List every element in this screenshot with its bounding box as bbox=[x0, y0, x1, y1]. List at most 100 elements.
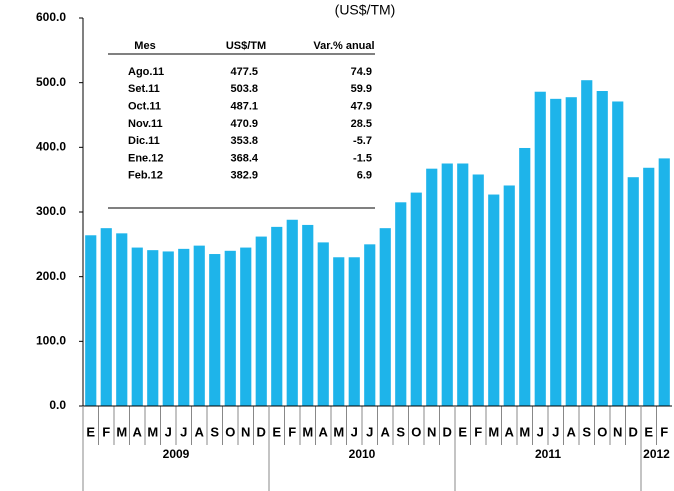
x-tick-label: O bbox=[411, 424, 421, 439]
x-tick-label: M bbox=[333, 424, 344, 439]
table-bg bbox=[108, 38, 376, 210]
x-tick-label: O bbox=[225, 424, 235, 439]
table-cell: 59.9 bbox=[351, 83, 372, 95]
bar bbox=[178, 248, 190, 406]
y-tick-label: 500.0 bbox=[36, 75, 66, 89]
table-cell: -1.5 bbox=[353, 152, 372, 164]
y-tick-label: 100.0 bbox=[36, 334, 66, 348]
y-tick-label: 400.0 bbox=[36, 140, 66, 154]
year-label: 2010 bbox=[349, 447, 376, 461]
bar bbox=[333, 257, 345, 406]
x-tick-label: D bbox=[629, 424, 638, 439]
x-tick-label: A bbox=[319, 424, 329, 439]
bar bbox=[550, 98, 562, 406]
x-tick-label: F bbox=[660, 424, 668, 439]
bar bbox=[658, 158, 670, 406]
bar bbox=[271, 226, 283, 406]
x-tick-label: M bbox=[519, 424, 530, 439]
year-label: 2011 bbox=[535, 447, 561, 461]
bar bbox=[503, 185, 515, 406]
table-header: US$/TM bbox=[226, 40, 266, 52]
table-cell: 6.9 bbox=[357, 170, 372, 182]
bar bbox=[534, 91, 546, 406]
bar bbox=[116, 233, 128, 406]
bar bbox=[395, 202, 407, 406]
table-cell: 503.8 bbox=[230, 83, 258, 95]
y-tick-label: 200.0 bbox=[36, 269, 66, 283]
bar bbox=[565, 97, 577, 406]
bar bbox=[85, 235, 97, 406]
x-tick-label: S bbox=[396, 424, 405, 439]
bar bbox=[627, 177, 639, 406]
x-tick-label: F bbox=[102, 424, 110, 439]
x-tick-label: J bbox=[552, 424, 559, 439]
x-tick-label: N bbox=[613, 424, 622, 439]
table-cell: 74.9 bbox=[351, 66, 372, 78]
bar bbox=[379, 228, 391, 406]
bar bbox=[240, 247, 252, 406]
table-header: Var.% anual bbox=[313, 40, 374, 52]
table-cell: 382.9 bbox=[230, 170, 258, 182]
x-tick-label: D bbox=[257, 424, 266, 439]
x-tick-label: N bbox=[241, 424, 250, 439]
x-tick-label: E bbox=[458, 424, 467, 439]
table-cell: 487.1 bbox=[230, 101, 258, 113]
bar bbox=[488, 194, 500, 406]
bar bbox=[581, 80, 593, 406]
table-cell: Set.11 bbox=[128, 83, 160, 95]
bar bbox=[147, 250, 159, 406]
bar bbox=[317, 242, 329, 406]
table-cell: -5.7 bbox=[353, 135, 372, 147]
table-cell: 368.4 bbox=[230, 152, 258, 164]
x-tick-label: A bbox=[567, 424, 577, 439]
table-cell: Nov.11 bbox=[128, 118, 163, 130]
bar bbox=[426, 168, 438, 406]
x-tick-label: A bbox=[133, 424, 143, 439]
x-tick-label: M bbox=[302, 424, 313, 439]
x-tick-label: N bbox=[427, 424, 436, 439]
bar bbox=[302, 224, 314, 406]
table-cell: Feb.12 bbox=[128, 170, 163, 182]
y-tick-label: 0.0 bbox=[49, 398, 66, 412]
bar bbox=[457, 163, 469, 406]
bar bbox=[224, 250, 236, 406]
bar bbox=[286, 219, 298, 406]
x-tick-label: A bbox=[505, 424, 515, 439]
x-tick-label: D bbox=[443, 424, 452, 439]
table-cell: 353.8 bbox=[230, 135, 258, 147]
chart-subtitle: (US$/TM) bbox=[335, 2, 396, 18]
x-tick-label: F bbox=[474, 424, 482, 439]
bar bbox=[255, 236, 267, 406]
x-tick-label: J bbox=[537, 424, 544, 439]
x-tick-label: S bbox=[582, 424, 591, 439]
x-tick-label: S bbox=[210, 424, 219, 439]
y-tick-label: 300.0 bbox=[36, 204, 66, 218]
table-cell: Dic.11 bbox=[128, 135, 160, 147]
x-tick-label: O bbox=[597, 424, 607, 439]
table-cell: 28.5 bbox=[351, 118, 372, 130]
bar bbox=[441, 163, 453, 406]
table-cell: 477.5 bbox=[230, 66, 258, 78]
y-tick-label: 600.0 bbox=[36, 10, 66, 24]
x-tick-label: F bbox=[288, 424, 296, 439]
table-cell: Oct.11 bbox=[128, 101, 161, 113]
bar bbox=[643, 167, 655, 406]
bar bbox=[209, 254, 221, 406]
x-tick-label: A bbox=[381, 424, 391, 439]
table-cell: Ago.11 bbox=[128, 66, 164, 78]
x-tick-label: J bbox=[180, 424, 187, 439]
bar bbox=[410, 192, 422, 406]
x-tick-label: J bbox=[366, 424, 373, 439]
year-label: 2012 bbox=[643, 447, 670, 461]
x-tick-label: E bbox=[272, 424, 281, 439]
x-tick-label: A bbox=[195, 424, 205, 439]
bar bbox=[364, 244, 376, 406]
x-tick-label: E bbox=[86, 424, 95, 439]
x-tick-label: J bbox=[351, 424, 358, 439]
bar bbox=[612, 101, 624, 406]
table-cell: Ene.12 bbox=[128, 152, 163, 164]
bar bbox=[162, 251, 174, 406]
x-tick-label: M bbox=[116, 424, 127, 439]
x-tick-label: J bbox=[165, 424, 172, 439]
